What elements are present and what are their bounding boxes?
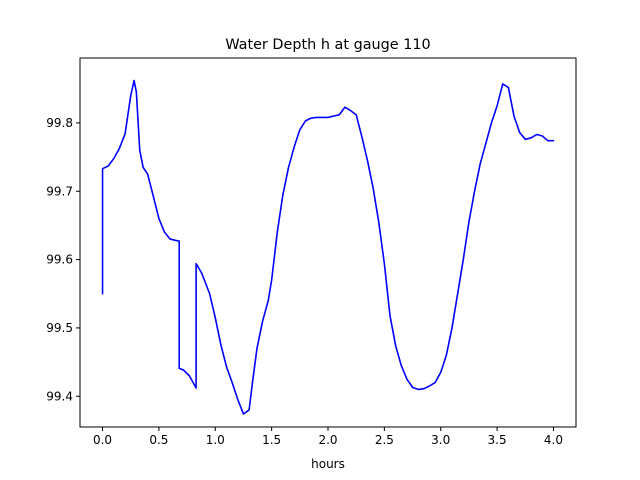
series-line-0 xyxy=(101,79,555,415)
x-tick-label: 1.5 xyxy=(262,433,281,447)
y-tick-label: 99.8 xyxy=(46,116,73,130)
x-tick-label: 3.5 xyxy=(488,433,507,447)
plot-area xyxy=(101,79,555,415)
x-axis: 0.0 0.5 1.0 1.5 2.0 2.5 3.0 3.5 4.0 xyxy=(93,427,563,447)
x-tick-label: 3.0 xyxy=(431,433,450,447)
x-tick-label: 1.0 xyxy=(206,433,225,447)
y-tick-label: 99.5 xyxy=(46,321,73,335)
y-tick-label: 99.6 xyxy=(46,253,73,267)
x-axis-label: hours xyxy=(311,457,345,471)
x-tick-label: 4.0 xyxy=(544,433,563,447)
x-tick-label: 0.5 xyxy=(149,433,168,447)
y-axis: 99.4 99.5 99.6 99.7 99.8 xyxy=(46,116,80,403)
y-tick-label: 99.4 xyxy=(46,389,73,403)
chart-title: Water Depth h at gauge 110 xyxy=(225,37,430,53)
y-tick-label: 99.7 xyxy=(46,184,73,198)
x-tick-label: 0.0 xyxy=(93,433,112,447)
x-tick-label: 2.5 xyxy=(375,433,394,447)
x-tick-label: 2.0 xyxy=(318,433,337,447)
